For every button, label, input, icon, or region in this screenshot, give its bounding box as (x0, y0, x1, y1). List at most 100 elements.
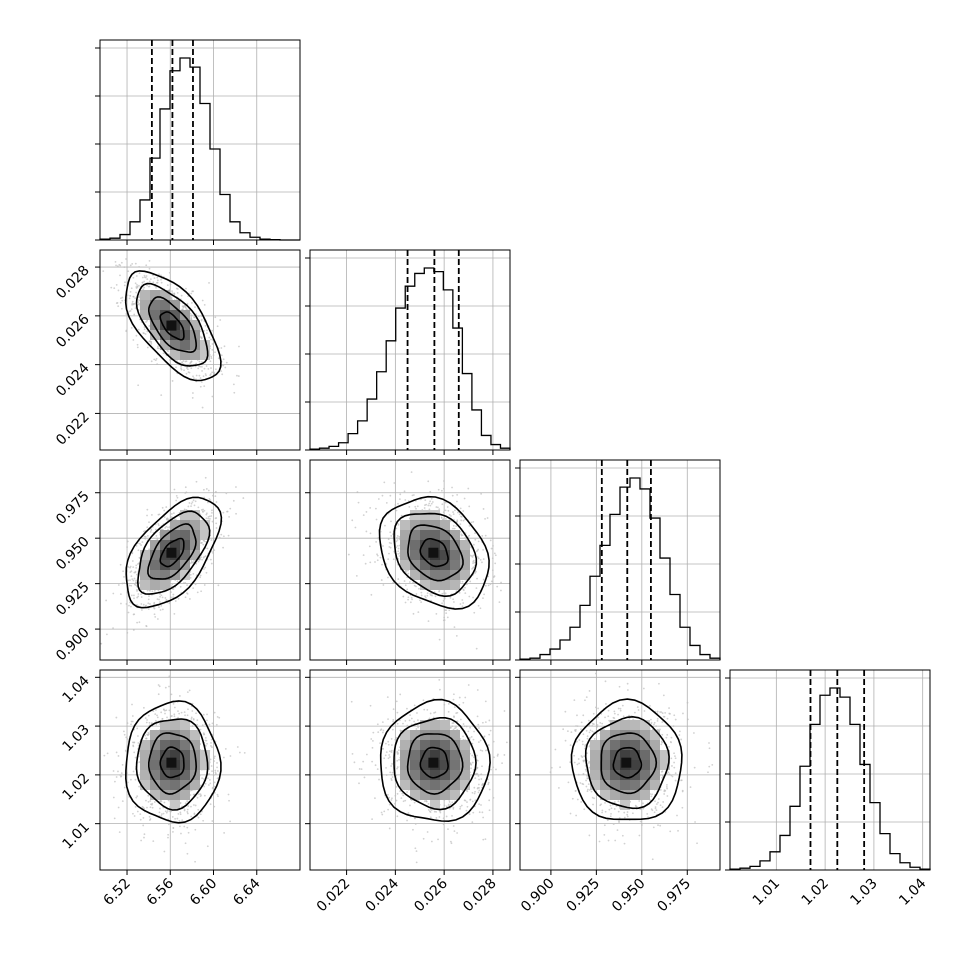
scatter-point (462, 602, 465, 604)
scatter-point (468, 737, 471, 739)
scatter-point (206, 742, 208, 745)
panel-frame (519, 459, 721, 661)
scatter-point (477, 604, 480, 607)
scatter-point (174, 518, 177, 521)
scatter-point (131, 715, 134, 717)
scatter-point (205, 739, 208, 742)
scatter-point (408, 505, 411, 508)
scatter-point (449, 840, 452, 843)
scatter-point (163, 708, 165, 711)
scatter-point (223, 345, 226, 348)
density-cell (400, 560, 410, 570)
scatter-point (380, 579, 383, 581)
scatter-point (220, 354, 223, 357)
scatter-point (129, 601, 131, 604)
scatter-point (134, 778, 137, 781)
scatter-point (464, 586, 466, 589)
scatter-point (129, 579, 131, 582)
scatter-point (396, 535, 399, 537)
scatter-point (167, 799, 170, 802)
scatter-point (461, 534, 464, 537)
scatter-point (216, 766, 218, 769)
scatter-point (132, 629, 135, 631)
density-cell (200, 340, 210, 350)
scatter-point (446, 506, 449, 508)
scatter-point (181, 819, 184, 822)
scatter-point (213, 785, 216, 788)
scatter-point (192, 587, 195, 590)
scatter-point (477, 540, 480, 543)
scatter-point (452, 511, 454, 513)
scatter-point (146, 589, 149, 592)
scatter-point (188, 502, 191, 504)
scatter-point (152, 840, 155, 842)
scatter-point (376, 554, 379, 557)
scatter-point (220, 533, 223, 536)
scatter-point (168, 685, 170, 688)
scatter-point (488, 719, 491, 722)
scatter-point (129, 571, 132, 573)
scatter-point (200, 381, 203, 383)
density-cell (170, 520, 180, 530)
density-cell (190, 760, 200, 770)
density-cell (180, 510, 190, 520)
scatter-point (474, 572, 476, 574)
density-peak (428, 547, 439, 558)
scatter-point (125, 330, 128, 333)
scatter-point (177, 597, 180, 600)
density-cell (410, 530, 420, 540)
scatter-point (141, 281, 144, 284)
scatter-point (208, 282, 210, 284)
scatter-point (406, 707, 408, 710)
scatter-point (427, 504, 430, 507)
scatter-point (153, 358, 156, 361)
scatter-point (222, 364, 225, 367)
scatter-point (193, 793, 196, 796)
scatter-point (155, 286, 157, 289)
scatter-point (148, 340, 151, 343)
scatter-point (216, 770, 219, 772)
scatter-point (132, 276, 135, 279)
scatter-point (133, 313, 136, 316)
scatter-point (452, 513, 455, 516)
scatter-point (154, 713, 157, 715)
scatter-point (442, 487, 445, 490)
scatter-point (347, 553, 350, 556)
scatter-point (147, 608, 150, 610)
scatter-point (146, 284, 148, 287)
scatter-point (172, 702, 175, 705)
scatter-point (489, 539, 492, 542)
scatter-point (222, 535, 225, 538)
contour-line (419, 538, 449, 568)
scatter-point (357, 501, 360, 504)
density-content (102, 258, 240, 409)
scatter-point (168, 602, 171, 605)
scatter-point (131, 302, 134, 305)
scatter-point (412, 612, 415, 615)
scatter-point (128, 310, 131, 313)
scatter-point (474, 538, 477, 541)
scatter-point (163, 509, 166, 512)
scatter-point (157, 513, 160, 516)
scatter-point (186, 302, 189, 305)
density-content (347, 471, 502, 650)
scatter-point (145, 799, 147, 802)
scatter-point (132, 339, 135, 341)
scatter-point (468, 534, 471, 537)
scatter-point (132, 579, 135, 582)
scatter-point (214, 490, 217, 493)
density-cell (150, 770, 160, 780)
scatter-point (190, 367, 193, 370)
scatter-point (183, 508, 186, 511)
scatter-point (222, 546, 224, 549)
scatter-point (469, 580, 472, 583)
scatter-point (116, 265, 119, 267)
scatter-point (374, 561, 376, 563)
scatter-point (172, 512, 175, 515)
scatter-point (136, 795, 139, 798)
scatter-point (185, 360, 188, 363)
scatter-point (203, 794, 206, 797)
scatter-point (224, 366, 227, 369)
scatter-point (190, 815, 193, 818)
scatter-point (214, 316, 217, 319)
